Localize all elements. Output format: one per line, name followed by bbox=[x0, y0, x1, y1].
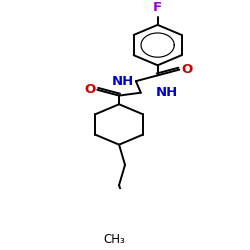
Text: O: O bbox=[84, 83, 95, 96]
Text: F: F bbox=[153, 1, 162, 14]
Text: O: O bbox=[181, 63, 192, 76]
Text: NH: NH bbox=[156, 86, 178, 99]
Text: NH: NH bbox=[112, 75, 134, 88]
Text: CH₃: CH₃ bbox=[103, 233, 125, 246]
